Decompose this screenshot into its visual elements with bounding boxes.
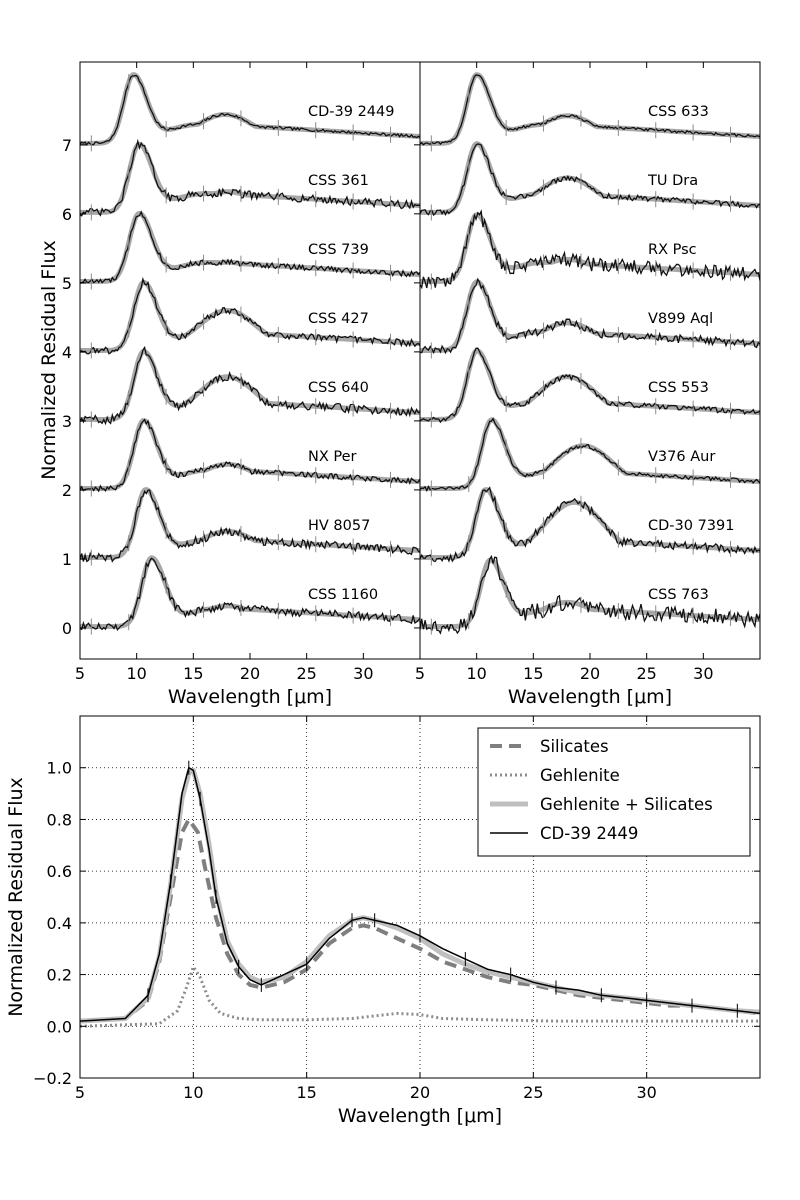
- top-right-plot-frame: [419, 61, 761, 660]
- bottom-xtick-label: 15: [296, 1083, 316, 1102]
- observed-spectrum-line: [419, 74, 761, 146]
- bottom-ytick-label: 0.4: [47, 914, 72, 933]
- bottom-ytick-label: 0.6: [47, 862, 72, 881]
- bottom-xtick-label: 30: [636, 1083, 656, 1102]
- silicates-line: [79, 817, 761, 1024]
- legend-label: Silicates: [540, 737, 609, 756]
- bottom-xtick-label: 25: [523, 1083, 543, 1102]
- bottom-ytick-label: 0.8: [47, 810, 72, 829]
- top-left-xtick-label: 5: [75, 664, 85, 683]
- panel-top-right: CSS 633 TU Dra RX Psc V899 Aql CSS 553 V376 A…: [415, 61, 761, 683]
- top-right-xtick-label: 25: [636, 664, 656, 683]
- observed-spectrum-line: [79, 74, 421, 146]
- bottom-ticks: 5 10 15 20 25 30 −0.2 0.0 0.2 0.4 0.6 0.8 1.0: [33, 716, 760, 1102]
- star-label: CSS 739: [308, 242, 369, 258]
- top-right-xtick-label: 5: [415, 664, 425, 683]
- top-right-xtick-label: 15: [523, 664, 543, 683]
- star-label: CD-30 7391: [648, 518, 734, 534]
- bottom-ytick-label: 0.0: [47, 1017, 72, 1036]
- star-label: CSS 633: [648, 104, 709, 120]
- top-left-xtick-label: 30: [353, 664, 373, 683]
- legend-box: [477, 727, 751, 857]
- top-right-spectra: CSS 633 TU Dra RX Psc V899 Aql CSS 553 V376 A…: [419, 72, 761, 635]
- star-label: NX Per: [308, 449, 357, 465]
- observed-spectrum-line: [79, 345, 421, 426]
- star-label: CSS 640: [308, 380, 369, 396]
- bottom-xtick-label: 10: [183, 1083, 203, 1102]
- observed-spectrum-line: [419, 554, 761, 635]
- top-left-ytick-label: 1: [62, 550, 72, 569]
- top-right-xtick-label: 30: [693, 664, 713, 683]
- observed-spectrum-line: [419, 347, 761, 424]
- star-label: RX Psc: [648, 242, 697, 258]
- legend-label: Gehlenite + Silicates: [540, 795, 713, 814]
- observed-spectrum-line: [419, 417, 761, 493]
- star-label: V376 Aur: [648, 449, 715, 465]
- top-right-xtick-label: 20: [580, 664, 600, 683]
- legend-label: CD-39 2449: [540, 824, 638, 843]
- gehlenite-line: [79, 965, 760, 1028]
- top-left-ytick-label: 3: [62, 412, 72, 431]
- observed-spectrum-line: [79, 557, 421, 631]
- observed-spectrum-line: [79, 489, 421, 563]
- top-left-ylabel: Normalized Residual Flux: [38, 240, 60, 480]
- star-label: V899 Aql: [648, 311, 713, 327]
- observed-spectrum-line: [419, 143, 761, 217]
- cd-39-2449-line: [79, 766, 761, 1022]
- observed-spectrum-line: [79, 418, 421, 493]
- star-label: CSS 427: [308, 311, 369, 327]
- top-left-xtick-label: 10: [126, 664, 146, 683]
- bottom-xtick-label: 5: [75, 1083, 85, 1102]
- top-left-ytick-label: 4: [62, 343, 72, 362]
- bottom-ytick-label: 0.2: [47, 966, 72, 985]
- star-label: CD-39 2449: [308, 104, 394, 120]
- bottom-model-curves: [79, 760, 761, 1029]
- top-left-ytick-label: 5: [62, 274, 72, 293]
- observed-spectrum-line: [419, 486, 761, 563]
- panel-top-left: CD-39 2449 CSS 361 CSS 739 CSS 427 CSS 640 NX…: [62, 61, 421, 683]
- star-label: CSS 763: [648, 587, 709, 603]
- observed-spectrum-line: [79, 276, 421, 355]
- observed-spectrum-line: [79, 138, 421, 217]
- top-left-ticks: 5 10 15 20 25 30 0 1 2 3 4 5 6 7: [62, 62, 420, 683]
- bottom-ytick-label: 1.0: [47, 759, 72, 778]
- top-left-xtick-label: 25: [296, 664, 316, 683]
- bottom-ylabel: Normalized Residual Flux: [5, 777, 27, 1017]
- bottom-ytick-label: −0.2: [33, 1069, 72, 1088]
- star-label: HV 8057: [308, 518, 370, 534]
- top-left-xlabel: Wavelength [μm]: [168, 686, 332, 708]
- top-right-xlabel: Wavelength [μm]: [508, 686, 672, 708]
- bottom-plot-frame: [79, 715, 761, 1079]
- bottom-xtick-label: 20: [410, 1083, 430, 1102]
- model-fit-line: [79, 210, 421, 284]
- star-label: TU Dra: [647, 173, 698, 189]
- top-left-ytick-label: 0: [62, 619, 72, 638]
- top-left-xtick-label: 20: [240, 664, 260, 683]
- observed-spectrum-line: [419, 209, 761, 290]
- model-fit-line: [419, 348, 761, 422]
- observed-spectrum-line: [79, 210, 421, 284]
- top-left-ytick-label: 6: [62, 205, 72, 224]
- star-label: CSS 553: [648, 380, 709, 396]
- panel-bottom: 5 10 15 20 25 30 −0.2 0.0 0.2 0.4 0.6 0.8 1.0 Silica…: [33, 715, 761, 1102]
- bottom-legend: Silicates Gehlenite Gehlenite + Silicates C…: [477, 727, 751, 857]
- top-left-xtick-label: 15: [183, 664, 203, 683]
- top-left-spectra: CD-39 2449 CSS 361 CSS 739 CSS 427 CSS 640 NX…: [79, 72, 421, 635]
- top-left-ytick-label: 7: [62, 136, 72, 155]
- observed-spectrum-line: [419, 277, 761, 355]
- star-label: CSS 1160: [308, 587, 378, 603]
- legend-label: Gehlenite: [540, 766, 620, 785]
- top-right-xtick-label: 10: [466, 664, 486, 683]
- bottom-xlabel: Wavelength [μm]: [338, 1105, 502, 1127]
- star-label: CSS 361: [308, 173, 369, 189]
- top-left-ytick-label: 2: [62, 481, 72, 500]
